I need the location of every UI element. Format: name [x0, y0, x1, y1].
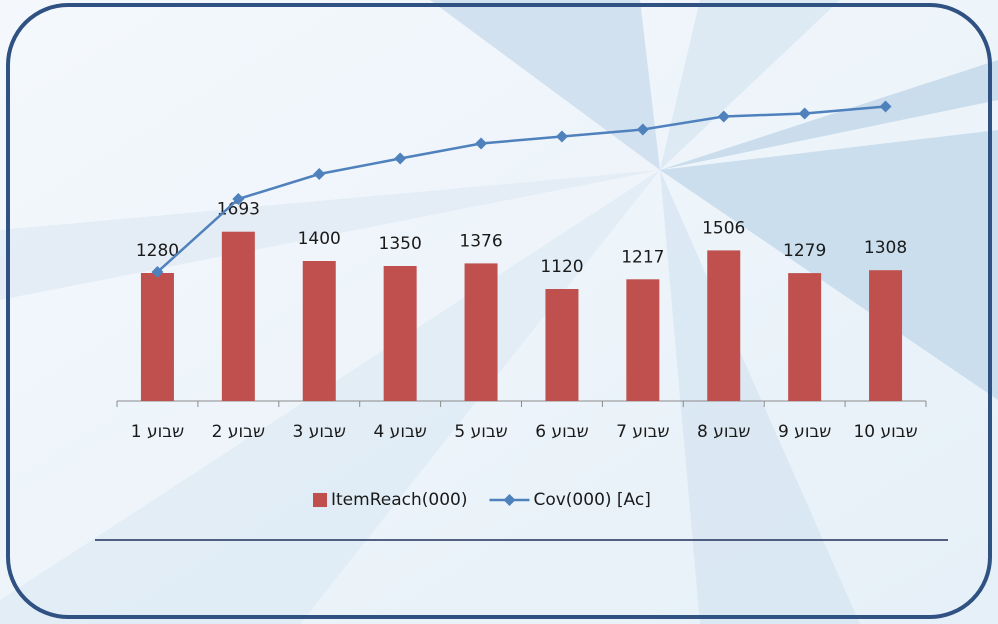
- x-tick-label: שבוע 9: [778, 422, 831, 442]
- marker: [717, 110, 730, 123]
- bar: [464, 263, 498, 401]
- x-tick-label: שבוע 1: [131, 422, 184, 442]
- frame: [6, 3, 992, 619]
- data-label: 1308: [864, 238, 907, 258]
- data-label: 1506: [702, 218, 745, 238]
- marker: [313, 168, 326, 180]
- data-label: 1350: [379, 234, 422, 254]
- x-tick-label: שבוע 2: [212, 422, 265, 442]
- x-tick-label: שבוע 3: [293, 422, 346, 442]
- bar: [545, 289, 579, 401]
- ray: [660, 130, 998, 400]
- legend-label: ItemReach(000): [331, 490, 467, 510]
- data-label: 1693: [217, 200, 260, 220]
- bar: [626, 279, 660, 401]
- bar: [302, 261, 336, 401]
- x-tick-label: שבוע 8: [697, 422, 750, 442]
- x-tick-label: שבוע 7: [616, 422, 669, 442]
- plot-area: שבוע 1 שבוע 2 שבוע 3 שבוע 4 שבוע 5 שבוע 6 שבוע…: [116, 100, 927, 510]
- x-tick-label: שבוע 6: [535, 422, 588, 442]
- data-label: 1217: [621, 247, 664, 267]
- line: [156, 105, 886, 273]
- marker: [879, 100, 892, 113]
- data-label: 1400: [298, 229, 341, 249]
- ray: [430, 0, 660, 170]
- marker: [475, 137, 488, 150]
- bar: [383, 266, 417, 401]
- bar: [788, 273, 822, 401]
- marker: [151, 266, 164, 278]
- ray: [0, 170, 660, 300]
- legend-swatch: [313, 493, 327, 507]
- bar: [221, 231, 255, 401]
- data-label: 1120: [540, 257, 583, 277]
- marker: [798, 107, 811, 120]
- ray: [660, 0, 840, 170]
- marker: [555, 130, 568, 143]
- marker: [394, 152, 407, 165]
- bar: [869, 270, 903, 401]
- x-tick-label: שבוע 5: [454, 422, 507, 442]
- data-label: 1280: [136, 241, 179, 261]
- x-tick-label: שבוע 10: [853, 422, 917, 442]
- legend-swatch: [503, 494, 516, 506]
- bar: [707, 250, 741, 401]
- ray: [660, 60, 998, 170]
- data-label: 1376: [459, 231, 502, 251]
- marker: [232, 193, 245, 205]
- x-tick-label: שבוע 4: [373, 422, 426, 442]
- legend-label: Cov(000) [Ac]: [533, 490, 650, 510]
- marker: [636, 123, 649, 136]
- data-label: 1279: [783, 241, 826, 261]
- bar: [140, 273, 174, 401]
